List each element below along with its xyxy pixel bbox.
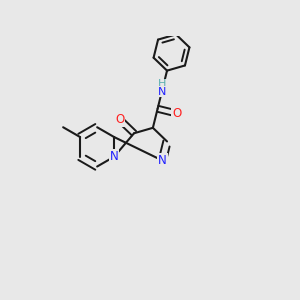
Text: H: H: [158, 79, 166, 89]
Text: N: N: [158, 154, 167, 167]
Text: O: O: [172, 107, 181, 120]
Text: N: N: [158, 86, 166, 97]
Text: N: N: [110, 150, 118, 163]
Text: O: O: [115, 113, 124, 126]
